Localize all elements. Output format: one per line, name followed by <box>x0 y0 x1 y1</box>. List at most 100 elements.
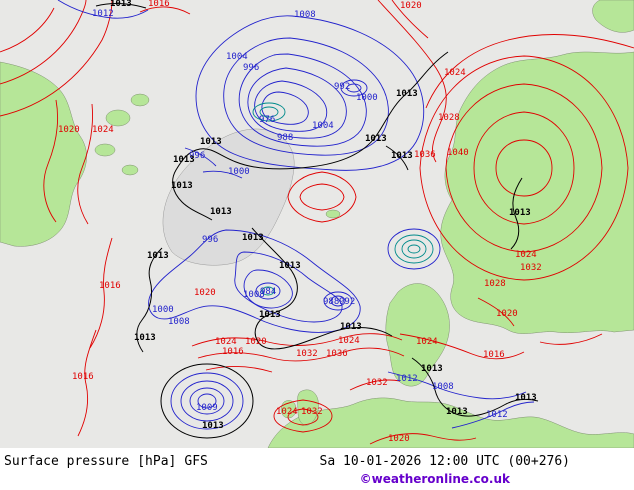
pressure-label-988: 988 <box>277 133 294 143</box>
surface-pressure-map: 1013 1016 1012 1008 1020 1004 996 992 1000 1013 10… <box>0 0 634 448</box>
footer-right: Sa 10-01-2026 12:00 UTC (00+276) ©weathe… <box>320 454 570 486</box>
pressure-label-1020: 1020 <box>388 434 410 444</box>
isobar-1000-ring <box>238 53 367 147</box>
pressure-label-996: 996 <box>243 63 260 73</box>
isobar-high-contour <box>369 433 477 445</box>
isobar-deep-ring <box>394 234 434 264</box>
isobar-1013-contour <box>251 227 393 350</box>
isobar-1013-contour <box>136 247 163 353</box>
pressure-label-1036: 1036 <box>414 150 436 160</box>
isobar-high-contour <box>349 379 401 391</box>
pressure-label-1000: 1000 <box>228 167 250 177</box>
isobar-high-contour <box>0 0 87 85</box>
isobar-low-contour <box>451 401 535 429</box>
pressure-label-1013: 1013 <box>391 151 413 161</box>
pressure-label-1013: 1013 <box>134 333 156 343</box>
pressure-label-1020: 1020 <box>58 125 80 135</box>
isobar-992-ring <box>340 79 368 97</box>
unit-label: [hPa] <box>137 454 177 469</box>
pressure-label-1028: 1028 <box>438 113 460 123</box>
pressure-label-992: 992 <box>334 82 351 92</box>
high-pressure-isobars <box>0 0 634 445</box>
pressure-label-1032: 1032 <box>520 263 542 273</box>
isobar-1040-ring <box>495 139 553 197</box>
isobar-low-contour <box>387 371 527 400</box>
isobar-low-contour <box>202 170 243 179</box>
isobar-high-contour <box>0 0 113 117</box>
pressure-label-1013: 1013 <box>147 251 169 261</box>
pressure-label-1013: 1013 <box>340 322 362 332</box>
pressure-label-1008: 1008 <box>168 317 190 327</box>
pressure-label-992: 992 <box>339 297 356 307</box>
isobar-1013-low-ring <box>170 372 244 430</box>
isobar-1013-contour <box>411 357 539 417</box>
isobar-1016-ring <box>287 171 357 223</box>
isobar-1016-ring <box>299 183 345 211</box>
pressure-label-1013: 1013 <box>509 208 531 218</box>
pressure-label-1032: 1032 <box>296 349 318 359</box>
isobar-976-ring <box>259 106 279 118</box>
isobar-high-contour <box>77 329 97 437</box>
isobar-low-contour <box>346 83 362 93</box>
pressure-label-1013: 1013 <box>202 421 224 431</box>
isobar-1008-ring <box>148 229 361 333</box>
isobar-1040-ring <box>473 111 575 225</box>
isobar-high-contour <box>89 237 113 349</box>
isobar-high-contour <box>191 333 403 347</box>
pressure-label-1004: 1004 <box>226 52 248 62</box>
model-label: GFS <box>184 454 208 469</box>
pressure-label-1016: 1016 <box>99 281 121 291</box>
isobar-1013-contour <box>172 51 449 221</box>
pressure-label-988: 988 <box>323 297 340 307</box>
pressure-label-1016: 1016 <box>483 350 505 360</box>
pressure-label-1024: 1024 <box>444 68 466 78</box>
isobar-992-ring <box>254 80 328 132</box>
pressure-label-1028: 1028 <box>484 279 506 289</box>
isobar-1032-ring <box>419 55 629 281</box>
pressure-label-1009: 1009 <box>196 403 218 413</box>
pressure-label-984: 984 <box>260 287 277 297</box>
pressure-label-1013: 1013 <box>173 155 195 165</box>
pressure-map-svg <box>0 0 634 448</box>
isobar-984-ring <box>261 286 275 296</box>
pressure-label-1013: 1013 <box>279 261 301 271</box>
pressure-label-1013: 1013 <box>421 364 443 374</box>
pressure-label-1024: 1024 <box>338 336 360 346</box>
pressure-label-1024: 1024 <box>416 337 438 347</box>
pressure-label-1013: 1013 <box>446 407 468 417</box>
isobar-1004-ring <box>223 37 389 156</box>
pressure-label-1020: 1020 <box>194 288 216 298</box>
isobar-992-ring <box>323 291 353 311</box>
footer-bar: Surface pressure [hPa] GFS Sa 10-01-2026… <box>0 448 634 490</box>
isobar-988-ring <box>330 295 346 307</box>
pressure-label-1020: 1020 <box>496 309 518 319</box>
isobar-deep-ring <box>401 239 427 259</box>
isobar-high-contour <box>477 297 515 327</box>
coastline-siberia-corner <box>592 0 634 33</box>
pressure-label-1024: 1024 <box>92 125 114 135</box>
isobar-high-contour <box>139 6 191 15</box>
isobar-1013-contour <box>95 3 147 9</box>
isobar-1036-ring <box>445 83 603 253</box>
isobar-1032-ring <box>287 408 319 426</box>
isobar-low-contour <box>184 147 217 167</box>
pressure-label-1008: 1008 <box>243 290 265 300</box>
pressure-label-1013: 1013 <box>365 134 387 144</box>
pressure-label-1012: 1012 <box>486 410 508 420</box>
copyright-link[interactable]: ©weatheronline.co.uk <box>359 472 510 486</box>
isobar-980-ring <box>252 102 286 122</box>
isobar-high-contour <box>205 365 273 373</box>
arctic-island <box>94 143 116 157</box>
pressure-label-1000: 1000 <box>152 305 174 315</box>
isobar-high-contour <box>197 347 405 362</box>
isobar-1004-ring <box>234 251 343 323</box>
pressure-label-1013: 1013 <box>171 181 193 191</box>
isobar-high-contour <box>77 103 93 225</box>
pressure-label-1016: 1016 <box>72 372 94 382</box>
isobar-1024-ring <box>273 399 333 433</box>
reference-1013-isobars <box>95 3 539 439</box>
pressure-label-1012: 1012 <box>92 9 114 19</box>
isobar-low-ring <box>189 387 225 415</box>
pressure-label-996: 996 <box>189 151 206 161</box>
